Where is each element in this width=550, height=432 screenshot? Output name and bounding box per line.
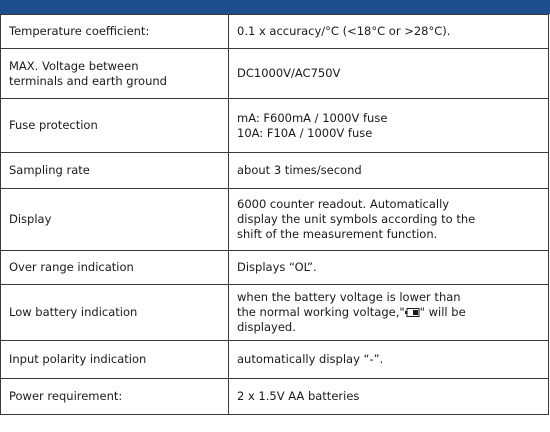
text-line: 6000 counter readout. Automatically	[237, 197, 450, 211]
text-line: automatically display “-”.	[237, 352, 384, 366]
value-cell: when the battery voltage is lower than th…	[228, 284, 549, 341]
table-row: Low battery indication when the battery v…	[0, 284, 549, 341]
table-row: Display 6000 counter readout. Automatical…	[0, 188, 549, 251]
label-cell: Fuse protection	[0, 98, 229, 153]
text-part: " will be	[419, 305, 466, 319]
label-cell: Temperature coefficient:	[0, 14, 229, 49]
text-line: when the battery voltage is lower than	[237, 290, 461, 304]
table-row: Sampling rate about 3 times/second	[0, 152, 549, 189]
table-row: Power requirement: 2 x 1.5V AA batteries	[0, 378, 549, 415]
text-part: the normal working voltage,"	[237, 305, 405, 319]
header-bar	[0, 0, 550, 14]
spec-table: Temperature coefficient: 0.1 x accuracy/°…	[0, 14, 549, 415]
text-line: terminals and earth ground	[9, 73, 167, 88]
text-line: Displays “OL”.	[237, 260, 317, 274]
value-cell: mA: F600mA / 1000V fuse 10A: F10A / 1000V…	[228, 98, 549, 153]
text-line: Sampling rate	[9, 163, 90, 177]
text-line: Over range indication	[9, 260, 134, 274]
text-line: Fuse protection	[9, 118, 98, 132]
text-line: the normal working voltage," " will be	[237, 305, 540, 320]
value-cell: 6000 counter readout. Automatically displ…	[228, 188, 549, 251]
label-cell: Display	[0, 188, 229, 251]
text-line: mA: F600mA / 1000V fuse	[237, 110, 388, 125]
text-line: Input polarity indication	[9, 352, 147, 366]
text-line: Display	[9, 212, 52, 226]
label-cell: Over range indication	[0, 250, 229, 285]
table-row: Fuse protection mA: F600mA / 1000V fuse 10…	[0, 98, 549, 153]
text-line: shift of the measurement function.	[237, 227, 438, 241]
value-cell: DC1000V/AC750V	[228, 48, 549, 99]
value-cell: automatically display “-”.	[228, 340, 549, 379]
text-line: display the unit symbols according to th…	[237, 212, 476, 226]
table-row: MAX. Voltage between terminals and earth …	[0, 48, 549, 99]
text-line: Temperature coefficient:	[9, 24, 150, 38]
label-cell: MAX. Voltage between terminals and earth …	[0, 48, 229, 99]
value-cell: Displays “OL”.	[228, 250, 549, 285]
text-line: Low battery indication	[9, 305, 138, 319]
table-body: Temperature coefficient: 0.1 x accuracy/°…	[0, 14, 549, 415]
text-line: about 3 times/second	[237, 163, 362, 177]
value-cell: 0.1 x accuracy/°C (<18°C or >28°C).	[228, 14, 549, 49]
table-row: Temperature coefficient: 0.1 x accuracy/°…	[0, 14, 549, 49]
table-row: Over range indication Displays “OL”.	[0, 250, 549, 285]
battery-icon	[404, 308, 420, 317]
label-cell: Power requirement:	[0, 378, 229, 415]
table-row: Input polarity indication automatically d…	[0, 340, 549, 379]
text-line: Power requirement:	[9, 389, 123, 403]
text-line: displayed.	[237, 320, 296, 334]
label-cell: Low battery indication	[0, 284, 229, 341]
value-cell: about 3 times/second	[228, 152, 549, 189]
label-cell: Input polarity indication	[0, 340, 229, 379]
text-line: 2 x 1.5V AA batteries	[237, 389, 360, 403]
value-cell: 2 x 1.5V AA batteries	[228, 378, 549, 415]
text-line: MAX. Voltage between	[9, 58, 139, 73]
text-line: 10A: F10A / 1000V fuse	[237, 125, 373, 140]
text-line: DC1000V/AC750V	[237, 66, 341, 80]
label-cell: Sampling rate	[0, 152, 229, 189]
text-line: 0.1 x accuracy/°C (<18°C or >28°C).	[237, 24, 451, 38]
